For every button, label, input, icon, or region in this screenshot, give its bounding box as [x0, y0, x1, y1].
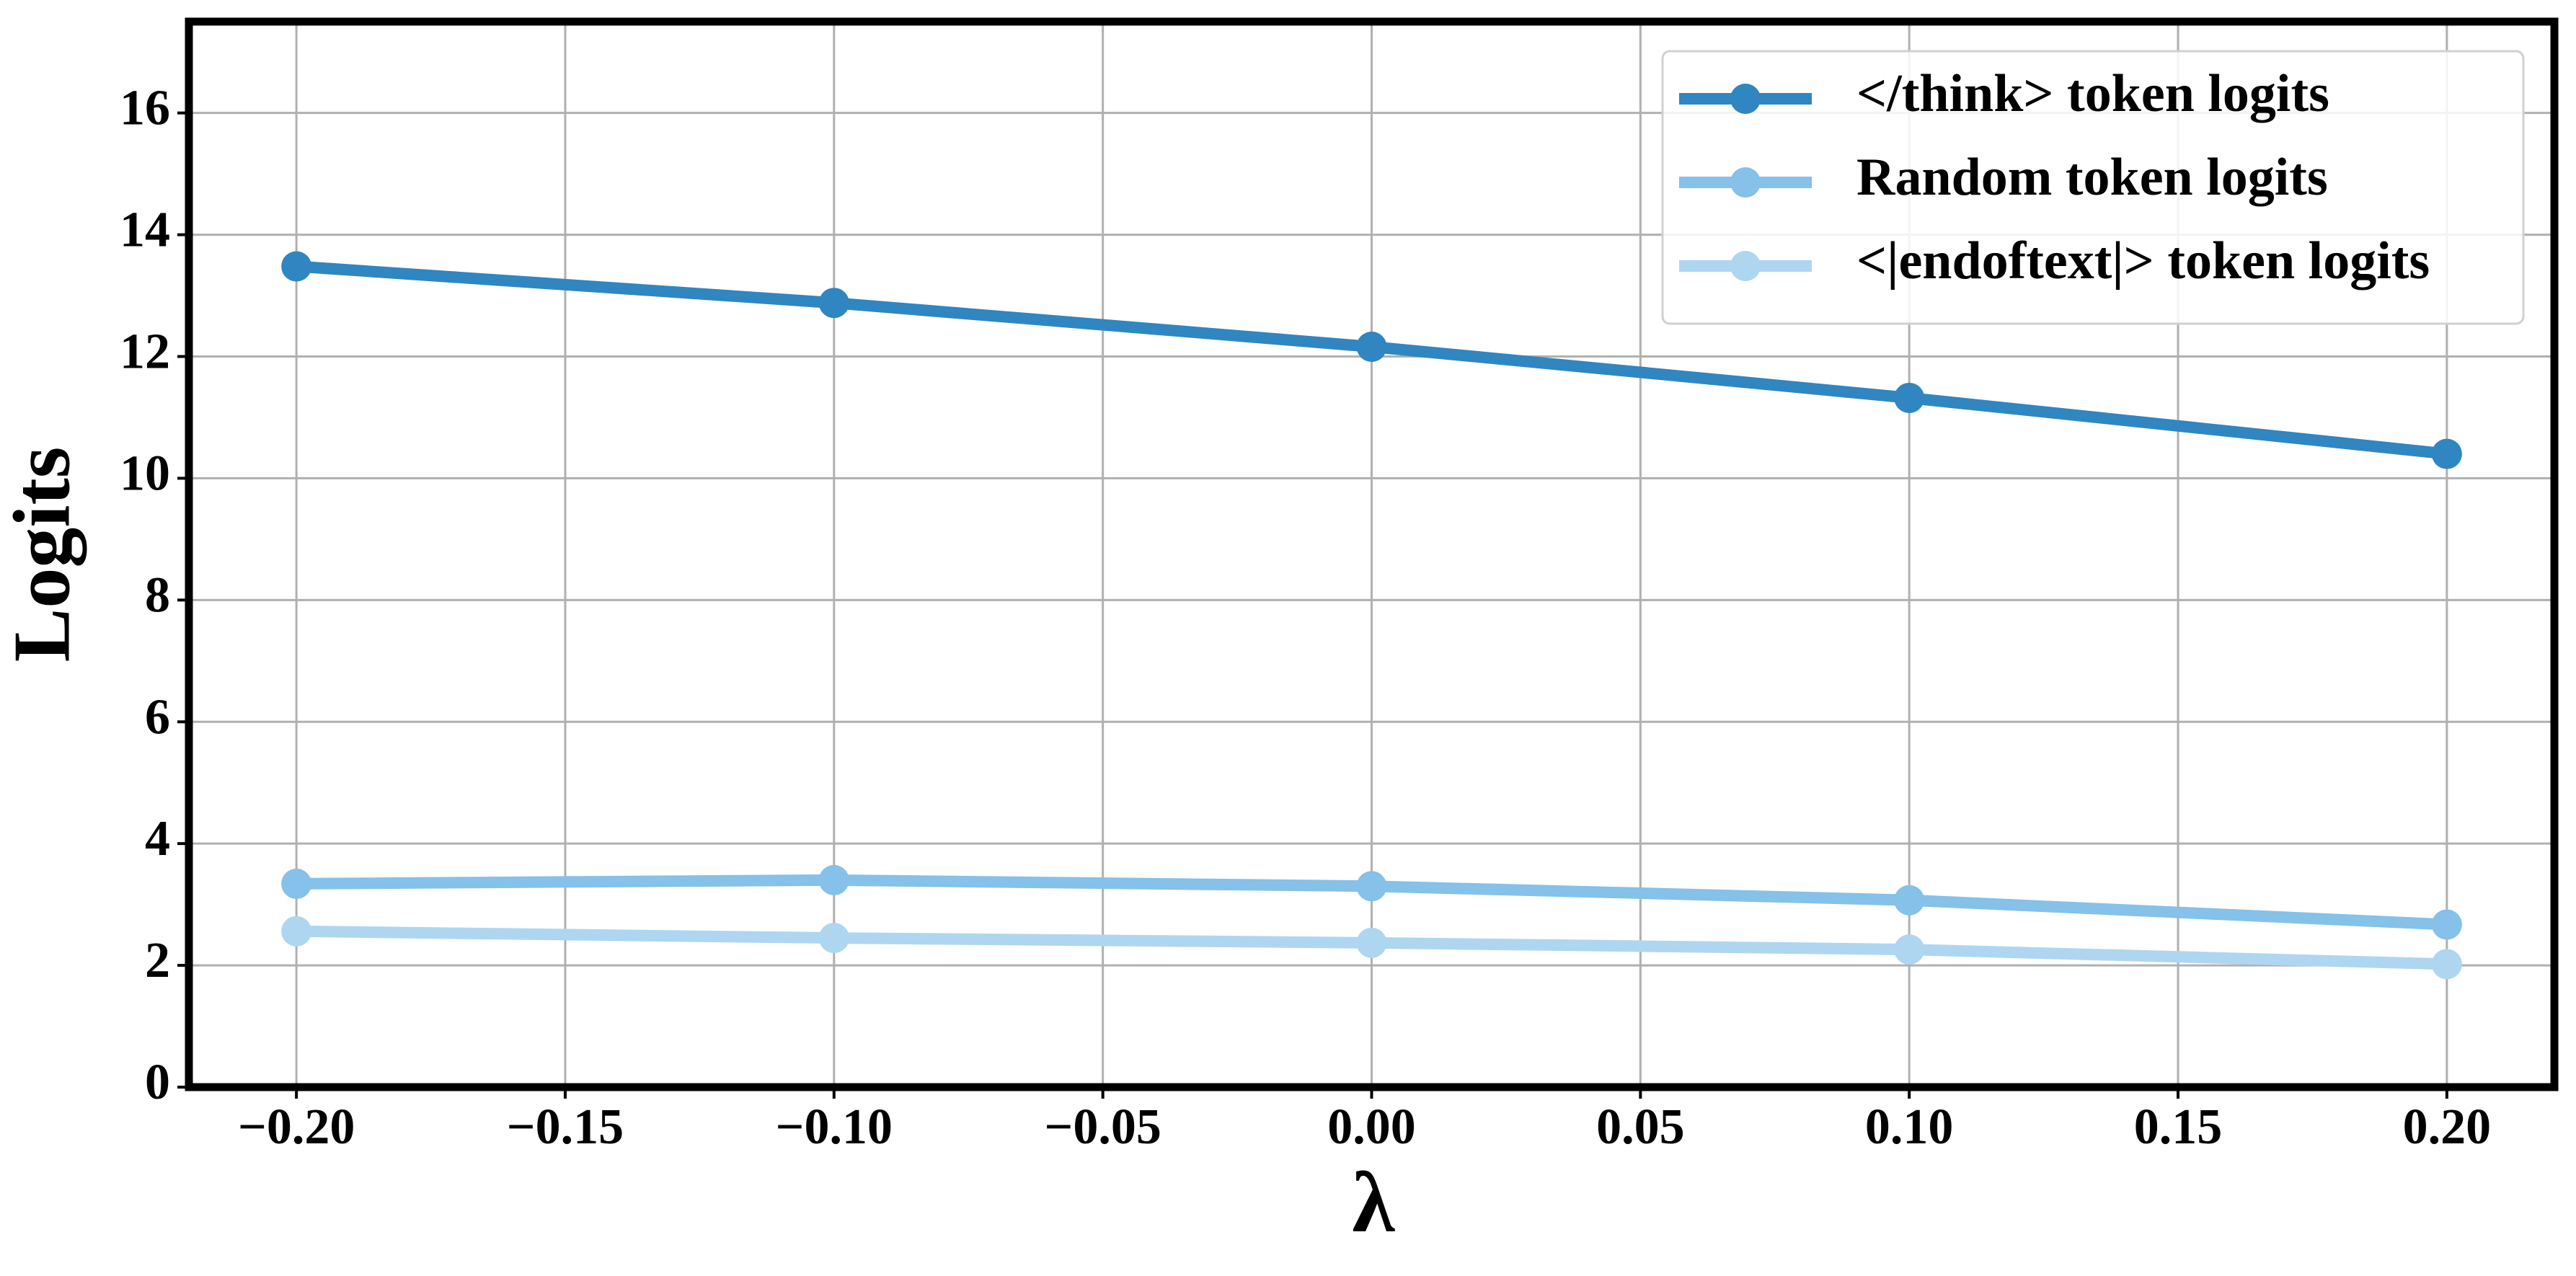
data-point — [1894, 934, 1925, 965]
legend-marker — [1730, 84, 1761, 114]
data-point — [1356, 927, 1387, 958]
data-point — [2431, 949, 2462, 980]
legend-box — [1661, 50, 2525, 325]
x-tick-label: 0.10 — [1865, 1099, 1954, 1155]
x-axis-label: λ — [1353, 1154, 1396, 1250]
x-tick-label: −0.20 — [238, 1099, 355, 1155]
y-tick-label: 2 — [145, 933, 170, 988]
data-point — [1894, 382, 1925, 413]
y-tick-label: 12 — [120, 324, 170, 380]
data-point — [281, 251, 312, 282]
data-point — [1356, 871, 1387, 902]
legend-label: <|endoftext|> token logits — [1856, 231, 2430, 291]
legend-label: Random token logits — [1856, 148, 2328, 207]
data-point — [818, 864, 849, 895]
data-point — [2431, 909, 2462, 940]
x-tick-label: 0.05 — [1596, 1099, 1685, 1155]
x-tick-label: −0.10 — [776, 1099, 893, 1155]
legend-marker — [1730, 167, 1761, 198]
x-tick-label: 0.00 — [1327, 1099, 1416, 1155]
y-tick-label: 6 — [145, 689, 170, 745]
legend: </think> token logits Random token logits… — [1661, 50, 2525, 325]
y-axis-label: Logits — [0, 447, 87, 663]
y-tick-label: 16 — [120, 81, 170, 136]
data-point — [818, 288, 849, 319]
legend-label: </think> token logits — [1856, 64, 2329, 123]
grid — [189, 22, 2554, 1089]
x-tick-label: 0.15 — [2134, 1099, 2223, 1155]
y-tick-label: 4 — [145, 811, 170, 867]
x-tick-label: −0.15 — [507, 1099, 624, 1155]
x-tick-label: 0.20 — [2403, 1099, 2492, 1155]
legend-marker — [1730, 251, 1761, 281]
data-point — [1356, 332, 1387, 363]
data-point — [2431, 438, 2462, 469]
y-tick-label: 0 — [145, 1055, 170, 1110]
data-point — [1894, 885, 1925, 916]
plot-frame — [185, 17, 2559, 1091]
x-tick-label: −0.05 — [1044, 1099, 1161, 1155]
y-tick-label: 10 — [120, 446, 170, 501]
data-point — [281, 868, 312, 899]
y-tick-label: 8 — [145, 567, 170, 623]
data-point — [818, 923, 849, 954]
y-tick-label: 14 — [120, 203, 170, 258]
data-point — [281, 916, 312, 947]
